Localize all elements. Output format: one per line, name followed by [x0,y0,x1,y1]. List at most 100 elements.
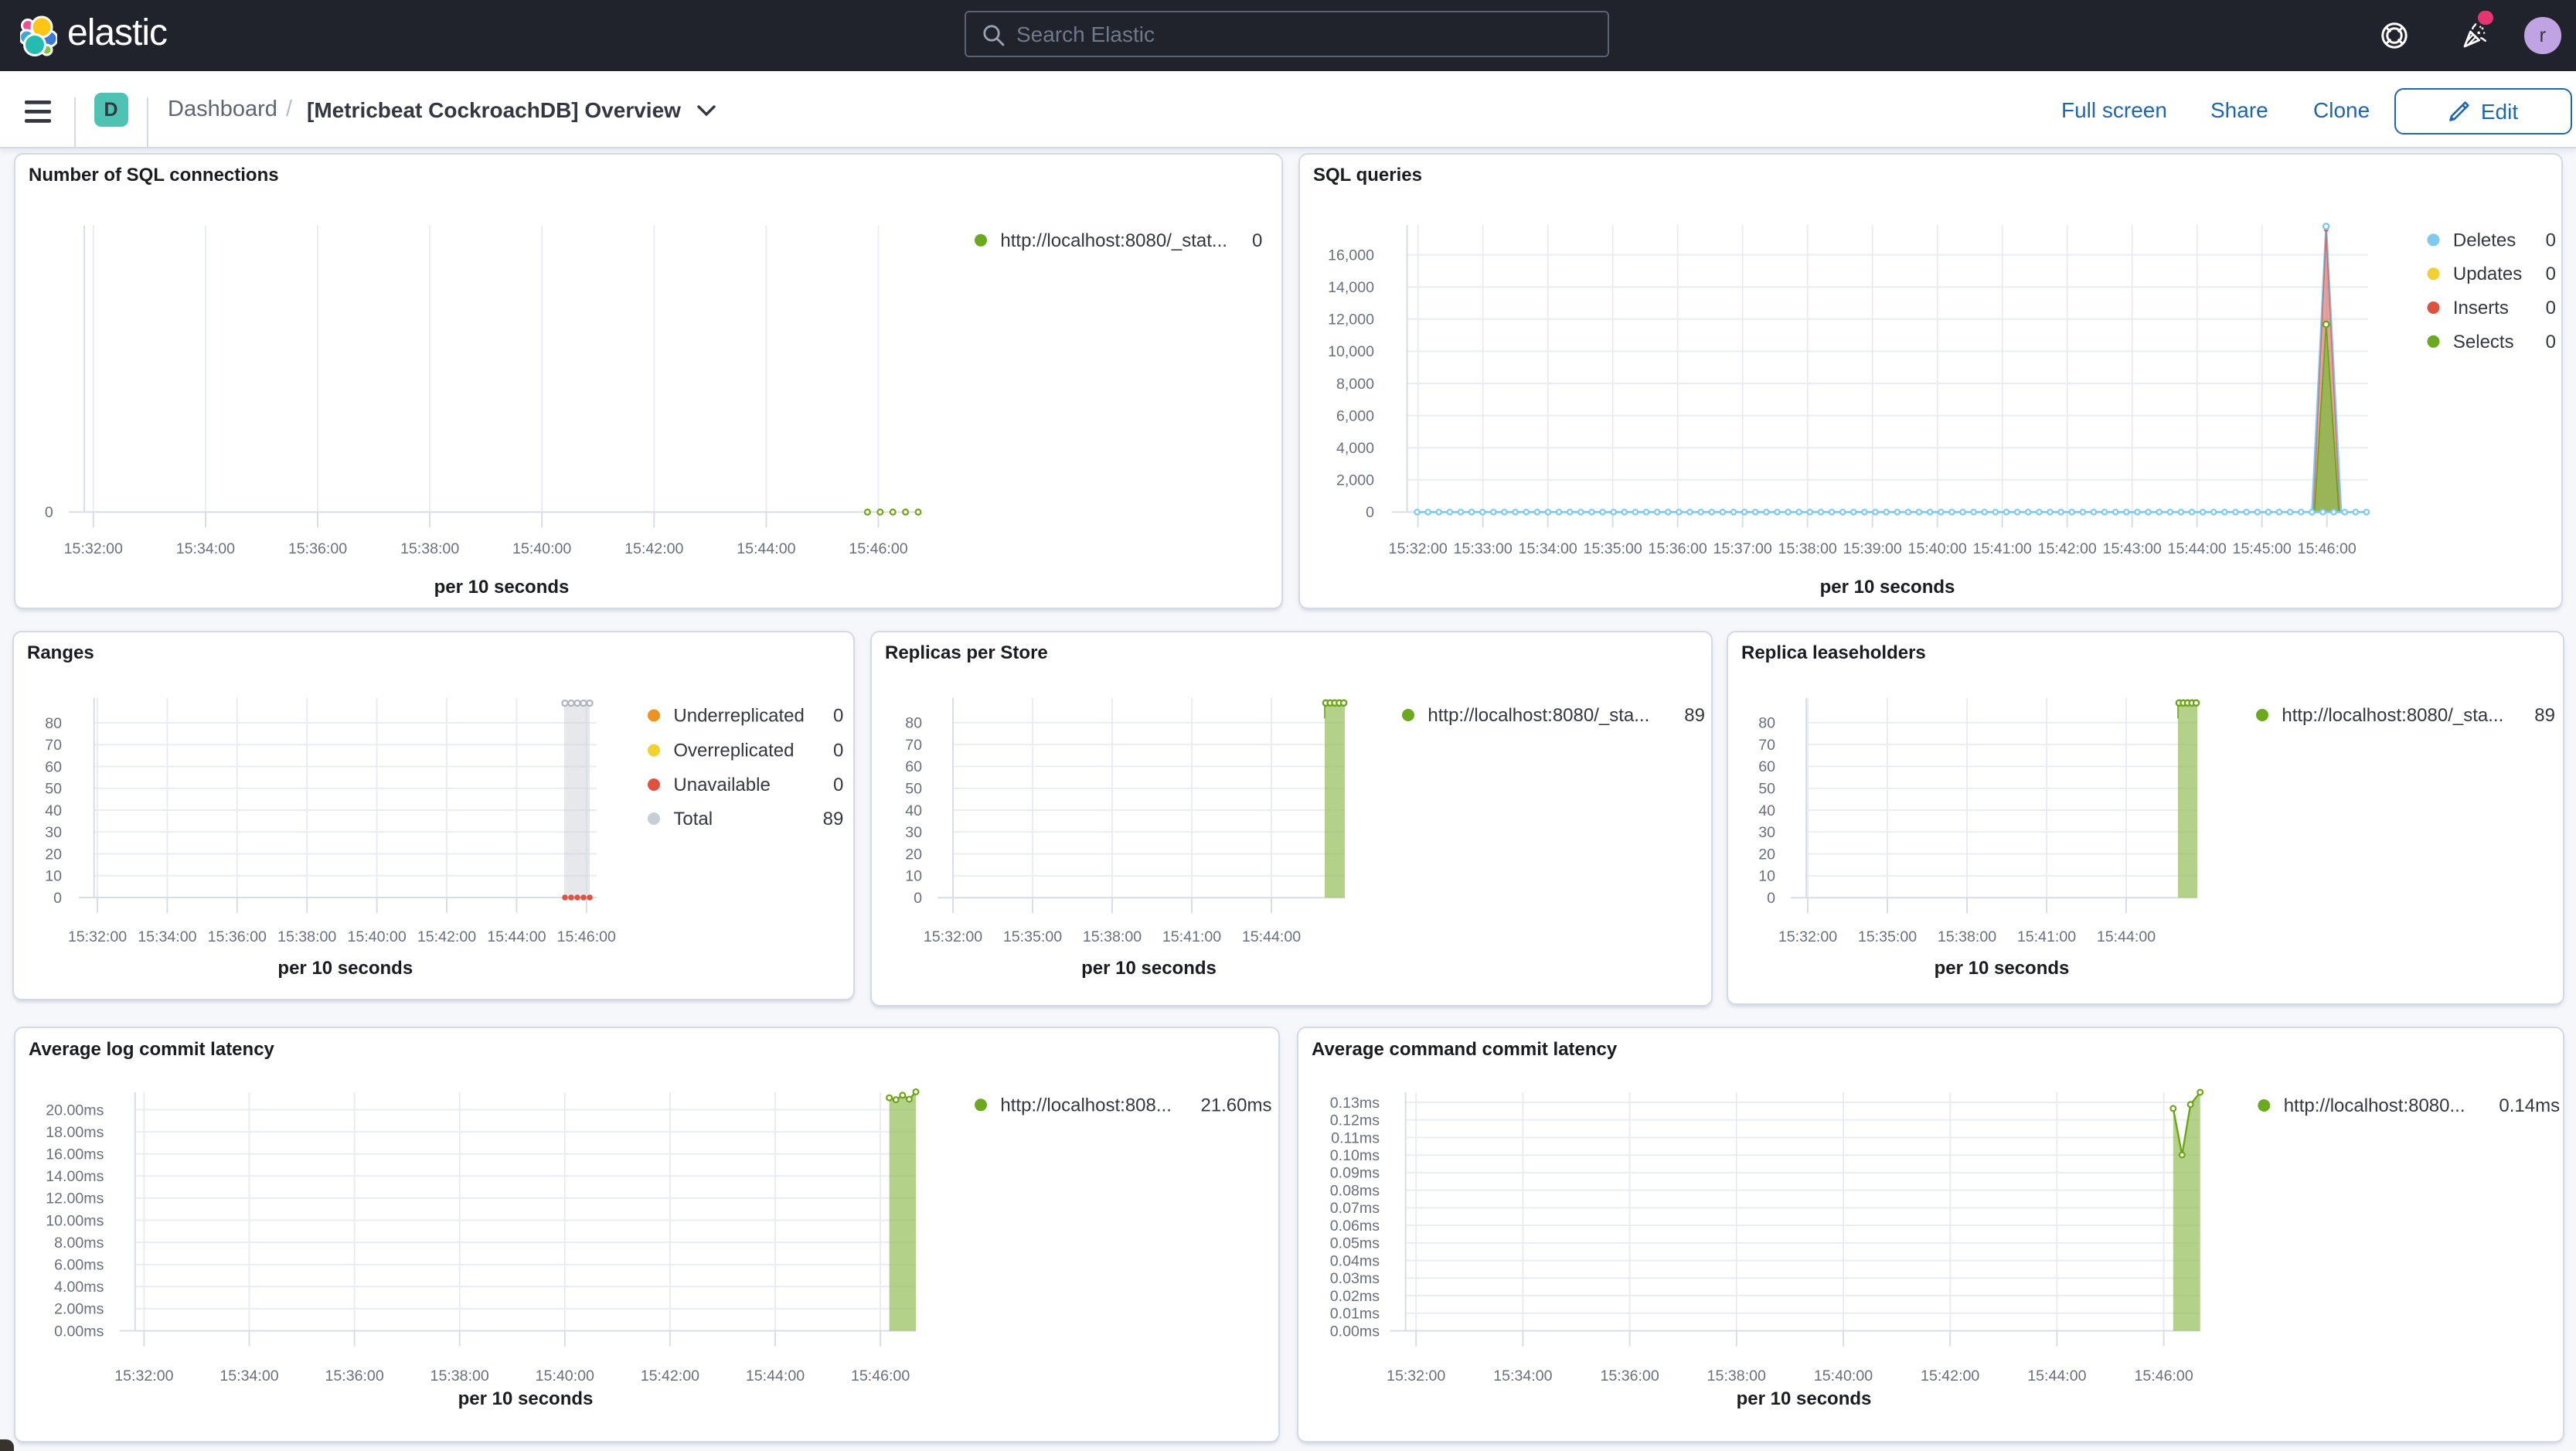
svg-text:0: 0 [914,890,922,907]
svg-text:15:32:00: 15:32:00 [1387,1368,1445,1385]
svg-text:0: 0 [2546,331,2556,352]
svg-text:10: 10 [45,868,62,885]
svg-text:14.00ms: 14.00ms [45,1168,103,1185]
svg-text:15:42:00: 15:42:00 [640,1368,699,1385]
svg-text:15:44:00: 15:44:00 [1242,928,1301,945]
svg-text:15:38:00: 15:38:00 [1083,928,1142,945]
svg-text:4.00ms: 4.00ms [53,1279,103,1296]
svg-text:0.07ms: 0.07ms [1330,1200,1380,1217]
svg-text:2,000: 2,000 [1336,472,1374,489]
svg-text:per 10 seconds: per 10 seconds [1935,958,2070,979]
svg-text:Deletes: Deletes [2453,229,2516,250]
svg-text:0.14ms: 0.14ms [2499,1095,2560,1116]
svg-text:30: 30 [905,824,922,841]
svg-text:15:44:00: 15:44:00 [736,540,795,557]
svg-text:Updates: Updates [2453,263,2522,284]
svg-text:15:34:00: 15:34:00 [1493,1368,1552,1385]
svg-text:16.00ms: 16.00ms [45,1146,103,1163]
svg-text:15:38:00: 15:38:00 [1938,928,1996,945]
svg-text:0.10ms: 0.10ms [1330,1147,1380,1164]
svg-text:30: 30 [45,824,62,841]
svg-text:http://localhost:8080/_sta...: http://localhost:8080/_sta... [1428,705,1649,726]
svg-text:0.05ms: 0.05ms [1330,1235,1380,1252]
svg-text:50: 50 [1758,781,1775,798]
svg-text:per 10 seconds: per 10 seconds [434,576,569,597]
svg-text:15:40:00: 15:40:00 [512,540,570,557]
svg-text:15:33:00: 15:33:00 [1454,540,1513,557]
svg-text:40: 40 [45,802,62,819]
svg-text:15:44:00: 15:44:00 [745,1368,804,1385]
svg-text:10,000: 10,000 [1328,342,1374,359]
svg-text:60: 60 [1758,758,1775,775]
svg-text:0: 0 [2546,229,2556,250]
svg-text:10.00ms: 10.00ms [45,1212,103,1229]
svg-text:15:42:00: 15:42:00 [624,540,682,557]
svg-text:80: 80 [45,715,62,732]
svg-text:15:45:00: 15:45:00 [2233,540,2292,557]
svg-text:http://localhost:8080/_sta...: http://localhost:8080/_sta... [2282,705,2503,726]
svg-text:per 10 seconds: per 10 seconds [1081,958,1217,979]
svg-text:15:40:00: 15:40:00 [1814,1368,1873,1385]
svg-text:12,000: 12,000 [1328,311,1374,328]
svg-text:http://localhost:8080/_stat...: http://localhost:8080/_stat... [999,230,1227,250]
svg-text:4,000: 4,000 [1336,439,1374,456]
svg-text:Unavailable: Unavailable [673,775,770,795]
svg-text:12.00ms: 12.00ms [45,1190,103,1207]
svg-text:15:38:00: 15:38:00 [430,1368,488,1385]
svg-text:per 10 seconds: per 10 seconds [277,958,413,979]
svg-text:15:38:00: 15:38:00 [1707,1368,1766,1385]
svg-text:40: 40 [1758,802,1775,819]
svg-text:Replicas per Store: Replicas per Store [885,642,1048,663]
svg-text:15:46:00: 15:46:00 [557,928,616,945]
svg-text:SQL queries: SQL queries [1313,164,1422,185]
svg-text:20: 20 [905,846,922,863]
svg-text:15:38:00: 15:38:00 [400,540,458,557]
svg-text:15:38:00: 15:38:00 [1778,540,1837,557]
svg-text:per 10 seconds: per 10 seconds [1820,576,1955,597]
svg-text:0.02ms: 0.02ms [1330,1288,1380,1305]
svg-text:70: 70 [905,737,922,754]
svg-text:15:44:00: 15:44:00 [2097,928,2156,945]
svg-text:40: 40 [905,802,922,819]
svg-text:80: 80 [1758,715,1775,732]
svg-text:15:44:00: 15:44:00 [2027,1368,2086,1385]
svg-text:89: 89 [1684,705,1705,726]
svg-text:6.00ms: 6.00ms [53,1257,103,1274]
svg-text:15:36:00: 15:36:00 [1600,1368,1659,1385]
svg-text:15:44:00: 15:44:00 [2168,540,2227,557]
svg-text:0.13ms: 0.13ms [1330,1095,1380,1112]
svg-text:60: 60 [905,758,922,775]
svg-text:70: 70 [45,737,62,754]
svg-text:15:32:00: 15:32:00 [63,540,122,557]
svg-text:Overreplicated: Overreplicated [673,741,794,761]
svg-text:0: 0 [53,890,62,907]
svg-text:21.60ms: 21.60ms [1200,1095,1271,1115]
svg-text:70: 70 [1758,737,1775,754]
svg-text:10: 10 [1758,868,1775,885]
svg-text:15:32:00: 15:32:00 [1778,928,1837,945]
svg-text:15:34:00: 15:34:00 [175,540,234,557]
svg-text:15:34:00: 15:34:00 [219,1368,277,1385]
svg-text:15:36:00: 15:36:00 [208,928,267,945]
svg-text:50: 50 [45,781,62,798]
svg-text:15:32:00: 15:32:00 [68,928,127,945]
svg-text:89: 89 [823,809,844,829]
svg-text:Average command commit latency: Average command commit latency [1312,1039,1618,1060]
svg-text:0: 0 [2546,263,2556,284]
svg-text:15:46:00: 15:46:00 [2298,540,2357,557]
svg-text:Selects: Selects [2453,331,2514,352]
svg-text:15:42:00: 15:42:00 [2038,540,2097,557]
svg-text:8.00ms: 8.00ms [53,1235,103,1252]
svg-text:15:32:00: 15:32:00 [114,1368,172,1385]
svg-text:15:42:00: 15:42:00 [1921,1368,1979,1385]
svg-text:15:36:00: 15:36:00 [324,1368,383,1385]
svg-text:http://localhost:8080...: http://localhost:8080... [2284,1095,2465,1116]
svg-text:0.00ms: 0.00ms [1330,1323,1380,1340]
svg-text:15:40:00: 15:40:00 [535,1368,594,1385]
svg-text:15:46:00: 15:46:00 [850,1368,909,1385]
svg-text:15:34:00: 15:34:00 [138,928,196,945]
svg-text:10: 10 [905,868,922,885]
svg-text:0: 0 [833,706,843,727]
svg-text:15:41:00: 15:41:00 [1162,928,1221,945]
svg-text:0: 0 [833,741,843,761]
